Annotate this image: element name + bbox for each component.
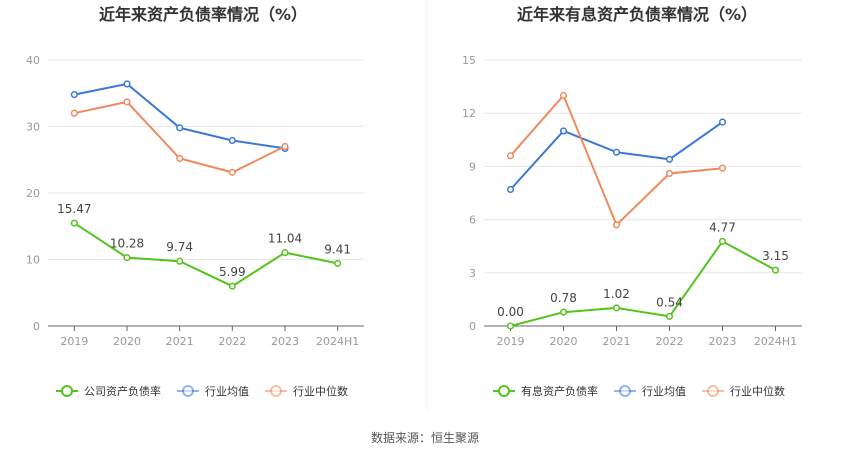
series-line: [509, 93, 723, 227]
y-tick-label: 40: [26, 54, 40, 67]
data-source: 数据来源：恒生聚源: [371, 430, 479, 445]
legend-item[interactable]: 公司资产负债率: [56, 384, 161, 398]
x-tick-label: 2020: [113, 335, 141, 348]
series-line: [73, 222, 338, 288]
data-point: [665, 155, 674, 163]
data-point: [718, 118, 727, 126]
legend-marker: [619, 385, 631, 397]
data-point: [123, 98, 131, 106]
series-line: [509, 121, 724, 191]
data-point: [281, 249, 289, 257]
legend-marker: [61, 385, 73, 397]
data-point: [70, 109, 78, 117]
data-label: 0.54: [656, 295, 683, 309]
legend-marker: [270, 385, 282, 397]
y-tick-label: 15: [462, 54, 476, 67]
x-tick-label: 2024H1: [754, 335, 797, 348]
data-label: 0.00: [497, 305, 524, 319]
x-tick-label: 2019: [60, 335, 88, 348]
series-line: [510, 240, 776, 327]
data-label: 0.78: [550, 291, 577, 305]
legend-item[interactable]: 行业中位数: [702, 384, 785, 398]
debt-ratio-chart: 近年来资产负债率情况（%） 0 10 20 30 40 2019 2020 2021 2022 2…: [26, 5, 364, 398]
legend-marker: [498, 385, 510, 397]
legend-marker: [707, 385, 719, 397]
y-tick-label: 9: [469, 160, 476, 173]
data-point: [281, 142, 289, 150]
data-point: [228, 136, 236, 145]
data-label: 10.28: [110, 237, 144, 251]
data-point: [612, 304, 621, 312]
y-tick-label: 10: [26, 254, 40, 267]
data-label: 9.74: [166, 240, 193, 254]
data-point: [123, 80, 131, 88]
data-point: [665, 312, 674, 320]
data-point: [612, 221, 621, 229]
data-point: [612, 148, 621, 156]
legend-label: 有息资产负债率: [521, 384, 598, 398]
y-tick-label: 0: [33, 320, 40, 333]
x-tick-label: 2021: [166, 335, 194, 348]
legend-label: 公司资产负债率: [84, 384, 161, 398]
interest-debt-ratio-chart: 近年来有息资产负债率情况（%） 0 3 6 9 12 15 2019 2020 2021 2022…: [462, 5, 802, 398]
x-tick-label: 2021: [603, 335, 631, 348]
data-label: 1.02: [603, 287, 630, 301]
data-point: [228, 168, 236, 176]
chart-title: 近年来有息资产负债率情况（%）: [517, 5, 757, 24]
data-point: [176, 257, 184, 265]
data-point: [506, 322, 515, 330]
data-point: [718, 237, 727, 245]
x-tick-label: 2019: [497, 335, 525, 348]
data-point: [506, 185, 515, 194]
y-tick-label: 3: [469, 267, 476, 280]
data-point: [176, 154, 184, 162]
data-label: 3.15: [762, 249, 789, 263]
data-point: [70, 91, 78, 99]
legend-item[interactable]: 行业均值: [614, 385, 686, 398]
x-tick-label: 2023: [271, 335, 299, 348]
data-point: [559, 127, 568, 135]
legend-item[interactable]: 有息资产负债率: [493, 384, 598, 398]
legend-label: 行业中位数: [730, 384, 785, 398]
data-label: 11.04: [268, 232, 302, 246]
x-tick-label: 2020: [550, 335, 578, 348]
data-point: [506, 152, 515, 160]
data-point: [123, 254, 131, 262]
legend-label: 行业均值: [205, 385, 249, 398]
data-point: [559, 91, 568, 100]
chart-title: 近年来资产负债率情况（%）: [99, 5, 307, 24]
y-tick-label: 30: [26, 121, 40, 134]
data-label: 15.47: [57, 202, 91, 216]
legend-label: 行业中位数: [293, 384, 348, 398]
data-point: [228, 282, 236, 290]
data-point: [559, 308, 568, 316]
x-tick-label: 2024H1: [316, 335, 359, 348]
x-tick-label: 2023: [709, 335, 737, 348]
y-tick-label: 0: [469, 320, 476, 333]
y-tick-label: 6: [469, 214, 476, 227]
x-tick-label: 2022: [218, 335, 246, 348]
y-tick-label: 20: [26, 187, 40, 200]
data-point: [334, 259, 342, 267]
data-label: 4.77: [709, 220, 736, 234]
data-label: 5.99: [219, 265, 246, 279]
y-tick-label: 12: [462, 107, 476, 120]
x-tick-label: 2022: [656, 335, 684, 348]
data-label: 9.41: [324, 242, 351, 256]
data-point: [718, 164, 727, 172]
data-point: [70, 219, 78, 227]
legend-label: 行业均值: [642, 385, 686, 398]
data-point: [771, 266, 780, 274]
legend-item[interactable]: 行业中位数: [265, 384, 348, 398]
data-point: [176, 124, 184, 132]
legend-marker: [182, 385, 194, 397]
series-line: [74, 82, 286, 150]
legend-item[interactable]: 行业均值: [177, 385, 249, 398]
data-point: [665, 169, 674, 178]
